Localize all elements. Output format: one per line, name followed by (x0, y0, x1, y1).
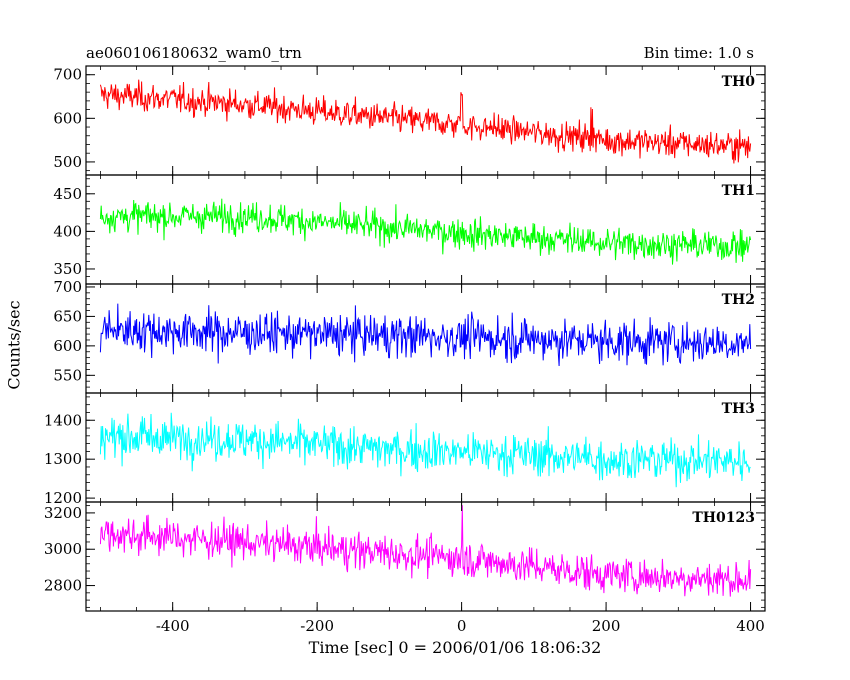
chart-title: ae060106180632_wam0_trn (86, 44, 302, 62)
y-tick-label: 600 (53, 337, 82, 355)
panel-th1: 350 400 450 TH1 (53, 174, 766, 285)
y-tick-label: 1200 (44, 489, 82, 507)
series-line-th2 (99, 303, 752, 367)
y-tick-label: 3200 (44, 504, 82, 522)
panel-th3: 1200 1300 1400 TH3 (44, 392, 766, 507)
y-tick-label: 1300 (44, 450, 82, 468)
y-tick-label: 350 (53, 260, 82, 278)
panel-label-th0123: TH0123 (692, 510, 755, 526)
y-tick-label: 1400 (44, 411, 82, 429)
panel-th0123: 2800 3000 3200 TH0123 (44, 501, 766, 612)
series-line-th0 (99, 79, 752, 164)
series-line-th1 (99, 198, 752, 265)
panel-th2: 550 600 650 700 TH2 (53, 278, 766, 394)
panel-label-th3: TH3 (722, 401, 755, 417)
x-tick-label: 0 (457, 617, 467, 635)
panel-label-th1: TH1 (722, 183, 755, 199)
panel-th0: 500 600 700 TH0 (53, 65, 766, 176)
y-tick-label: 650 (53, 307, 82, 325)
y-tick-label: 700 (53, 278, 82, 296)
y-tick-label: 500 (53, 153, 82, 171)
y-tick-label: 700 (53, 66, 82, 84)
x-tick-label: 200 (592, 617, 621, 635)
panel-frame (85, 65, 766, 176)
series-line-th0123 (99, 505, 752, 597)
y-tick-label: 450 (53, 185, 82, 203)
x-axis-label: Time [sec] 0 = 2006/01/06 18:06:32 (308, 638, 602, 657)
x-tick-label: -200 (300, 617, 334, 635)
bin-time-label: Bin time: 1.0 s (643, 44, 754, 62)
y-tick-label: 600 (53, 109, 82, 127)
series-line-th3 (99, 412, 751, 488)
panel-label-th0: TH0 (722, 74, 756, 90)
x-tick-label: 400 (736, 617, 765, 635)
y-tick-label: 550 (53, 366, 82, 384)
panel-label-th2: TH2 (722, 292, 755, 308)
panel-frame (85, 174, 766, 285)
y-tick-label: 3000 (44, 540, 82, 558)
y-tick-label: 2800 (44, 577, 82, 595)
y-tick-label: 400 (53, 222, 82, 240)
x-tick-label: -400 (156, 617, 190, 635)
